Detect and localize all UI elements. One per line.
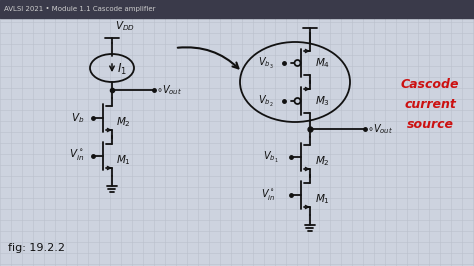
Text: $M_1$: $M_1$ [116,153,131,167]
Text: $V_b$: $V_b$ [71,111,84,125]
Text: $M_2$: $M_2$ [116,115,131,129]
Text: source: source [407,118,454,131]
Text: $M_1$: $M_1$ [315,192,330,206]
Text: fig: 19.2.2: fig: 19.2.2 [8,243,65,253]
Text: $M_4$: $M_4$ [315,56,330,70]
Text: $M_3$: $M_3$ [315,94,330,108]
Text: $\circ V_{out}$: $\circ V_{out}$ [367,122,393,136]
Text: Cascode: Cascode [401,78,459,92]
Text: $V_{DD}$: $V_{DD}$ [313,8,333,22]
Text: $V_{b_3}$: $V_{b_3}$ [258,56,273,70]
Text: $V_{in}^\circ$: $V_{in}^\circ$ [69,147,84,161]
Text: $V_{b_1}$: $V_{b_1}$ [263,149,279,165]
Text: $V_{DD}$: $V_{DD}$ [115,19,135,33]
Text: $V_{in}^\circ$: $V_{in}^\circ$ [261,186,275,202]
Text: $\mathit{I_1}$: $\mathit{I_1}$ [117,61,127,77]
Text: $V_{b_2}$: $V_{b_2}$ [258,93,273,109]
Text: $M_2$: $M_2$ [315,154,330,168]
Text: $\circ V_{out}$: $\circ V_{out}$ [156,83,182,97]
Bar [0,0,474,18]
Text: current: current [404,98,456,111]
Text: AVLSI 2021 • Module 1.1 Cascode amplifier: AVLSI 2021 • Module 1.1 Cascode amplifie… [4,6,155,12]
